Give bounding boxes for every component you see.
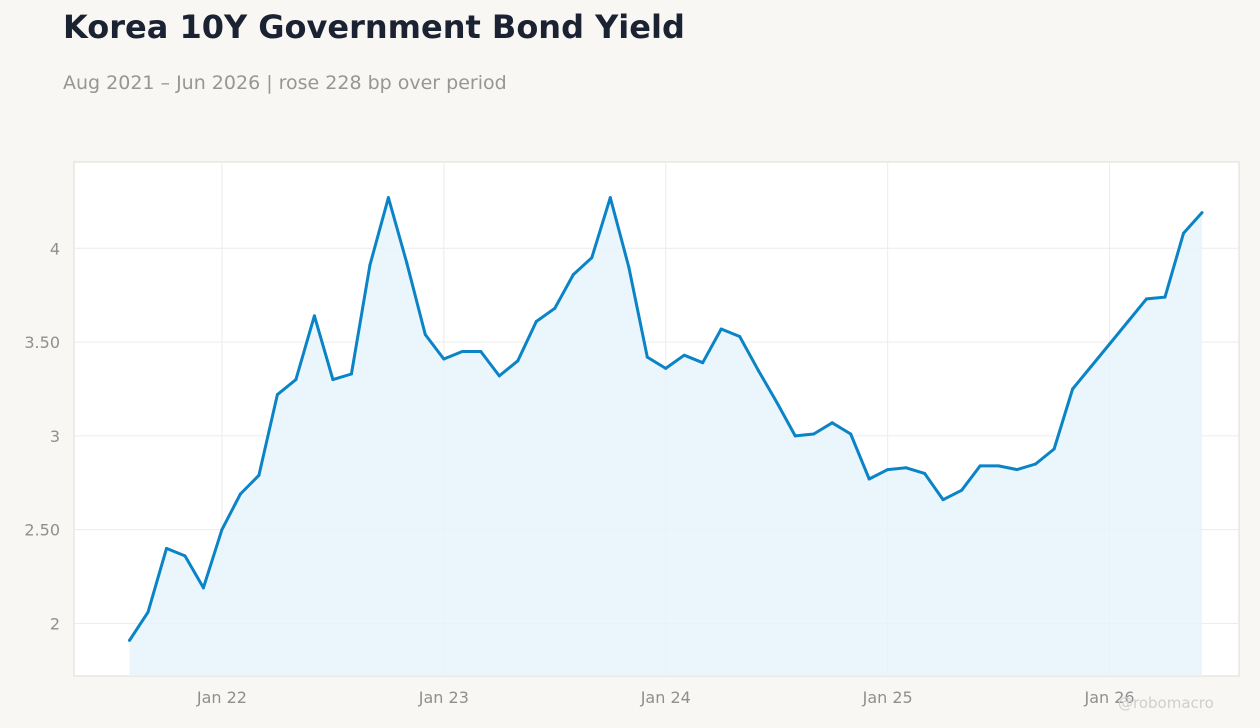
data-point (1034, 462, 1038, 466)
data-point (960, 488, 964, 492)
data-point (164, 546, 168, 550)
data-point (1015, 468, 1019, 472)
data-point (534, 319, 538, 323)
data-point (349, 372, 353, 376)
data-point (238, 492, 242, 496)
data-point (479, 349, 483, 353)
data-point (590, 256, 594, 260)
y-axis-ticks: 2 2.50 3 3.50 4 (24, 239, 60, 633)
x-tick-label: Jan 23 (418, 688, 469, 707)
data-point (738, 334, 742, 338)
y-tick-label: 3 (50, 427, 60, 446)
data-point (1126, 319, 1130, 323)
data-point (275, 393, 279, 397)
data-point (368, 263, 372, 267)
data-point (867, 477, 871, 481)
data-point (553, 306, 557, 310)
data-point (405, 261, 409, 265)
data-point (997, 464, 1001, 468)
data-point (627, 265, 631, 269)
chart-subtitle: Aug 2021 – Jun 2026 | rose 228 bp over p… (63, 72, 507, 94)
data-point (904, 466, 908, 470)
data-point (701, 361, 705, 365)
data-point (1200, 211, 1204, 215)
data-point (497, 374, 501, 378)
data-point (812, 432, 816, 436)
data-point (331, 378, 335, 382)
x-tick-label: Jan 22 (196, 688, 247, 707)
data-point (645, 355, 649, 359)
data-point (830, 421, 834, 425)
data-point (756, 368, 760, 372)
data-point (1089, 364, 1093, 368)
x-tick-label: Jan 25 (862, 688, 913, 707)
data-point (682, 353, 686, 357)
data-point (571, 273, 575, 277)
data-point (201, 586, 205, 590)
x-axis-ticks: Jan 22 Jan 23 Jan 24 Jan 25 Jan 26 (196, 688, 1135, 707)
data-point (460, 349, 464, 353)
data-point (1108, 342, 1112, 346)
data-point (294, 378, 298, 382)
data-point (146, 610, 150, 614)
y-tick-label: 3.50 (24, 333, 60, 352)
chart-title: Korea 10Y Government Bond Yield (63, 8, 685, 46)
data-point (1071, 387, 1075, 391)
data-point (849, 432, 853, 436)
data-point (923, 471, 927, 475)
data-point (423, 333, 427, 337)
data-point (1052, 447, 1056, 451)
data-point (442, 357, 446, 361)
data-point (220, 528, 224, 532)
data-point (1145, 297, 1149, 301)
data-point (312, 314, 316, 318)
data-point (775, 400, 779, 404)
x-tick-label: Jan 26 (1084, 688, 1135, 707)
watermark: @robomacro (1118, 694, 1214, 712)
data-point (793, 434, 797, 438)
area-fill (129, 197, 1202, 676)
y-tick-label: 4 (50, 239, 60, 258)
y-tick-label: 2.50 (24, 521, 60, 540)
data-point (886, 468, 890, 472)
data-point (386, 196, 390, 200)
data-point (183, 554, 187, 558)
data-point (978, 464, 982, 468)
data-point (516, 359, 520, 363)
data-point (1182, 231, 1186, 235)
data-point (127, 638, 131, 642)
y-tick-label: 2 (50, 614, 60, 633)
data-point (1163, 295, 1167, 299)
data-point (257, 473, 261, 477)
data-points (127, 196, 1204, 642)
data-point (664, 366, 668, 370)
data-point (608, 196, 612, 200)
data-point (719, 327, 723, 331)
x-tick-label: Jan 24 (640, 688, 691, 707)
data-point (941, 498, 945, 502)
